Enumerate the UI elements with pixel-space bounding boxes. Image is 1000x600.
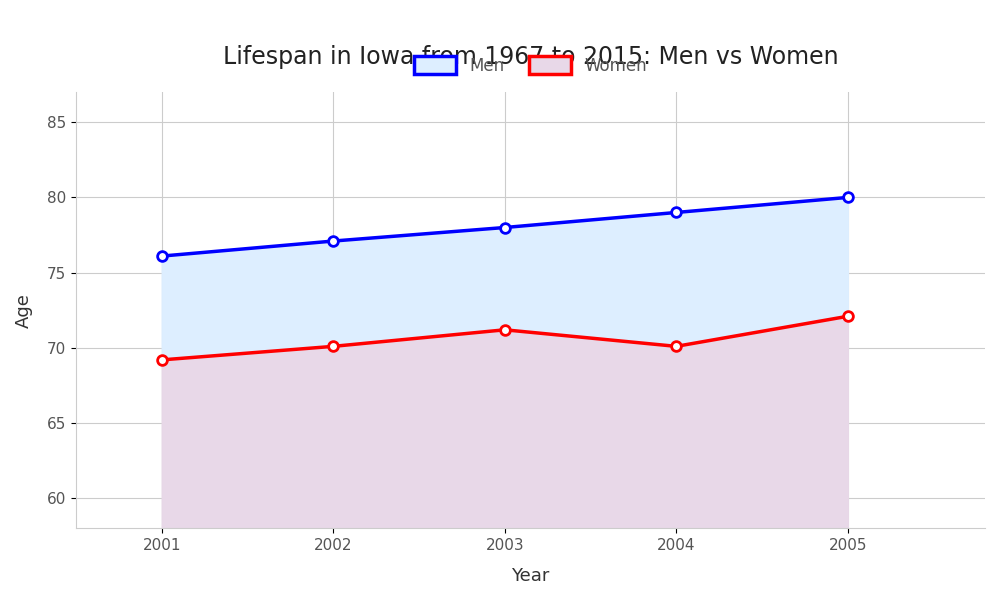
Y-axis label: Age: Age bbox=[15, 293, 33, 328]
Legend: Men, Women: Men, Women bbox=[406, 48, 655, 83]
Title: Lifespan in Iowa from 1967 to 2015: Men vs Women: Lifespan in Iowa from 1967 to 2015: Men … bbox=[223, 46, 838, 70]
X-axis label: Year: Year bbox=[511, 567, 550, 585]
